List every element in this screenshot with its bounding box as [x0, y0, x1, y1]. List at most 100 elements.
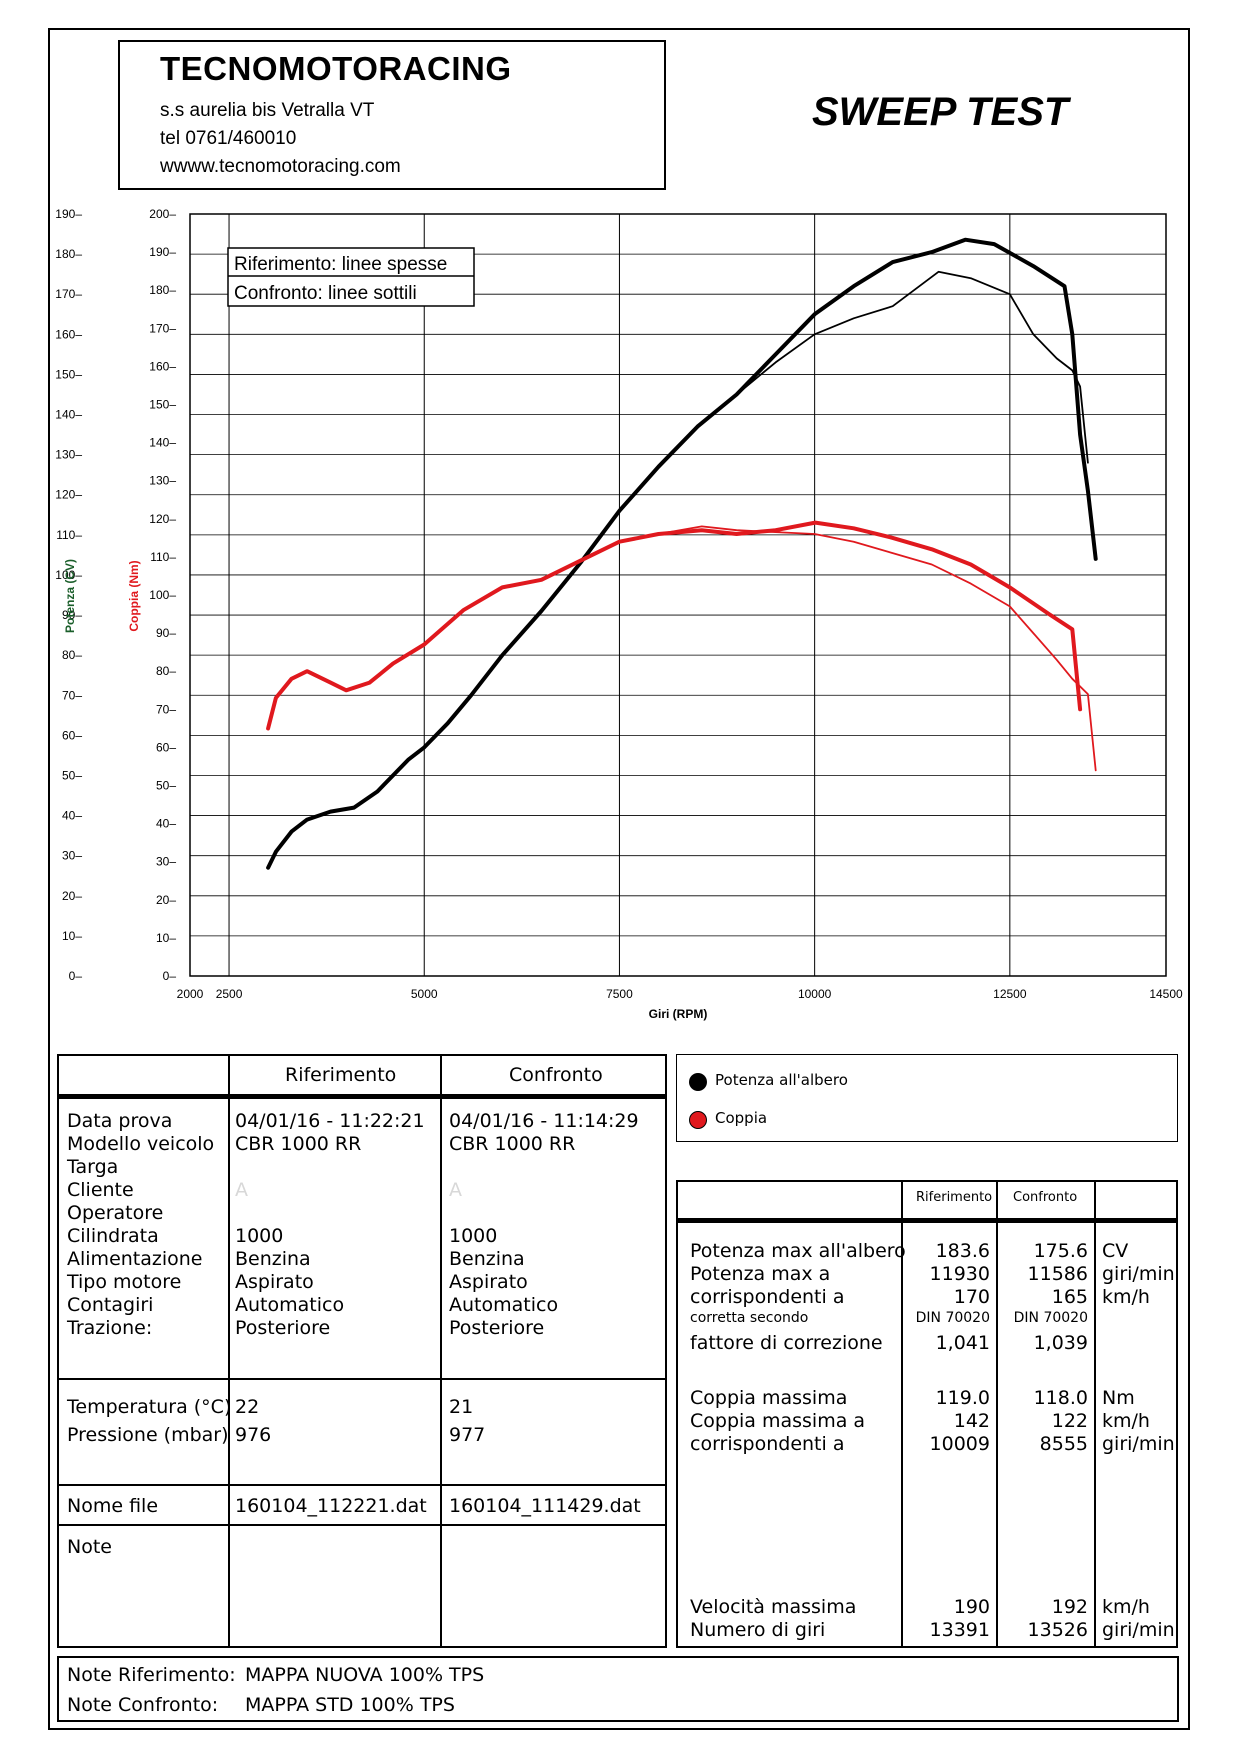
result-value-rif: 183.6 [935, 1240, 990, 1262]
info-value-conf: CBR 1000 RR [449, 1133, 576, 1155]
y-tick-label-power: 30– [62, 849, 82, 863]
result-value-rif: 119.0 [935, 1387, 990, 1409]
result-value-conf: DIN 70020 [1013, 1310, 1088, 1326]
note-rif-label: Note Riferimento: [67, 1664, 236, 1686]
info-value-rif: 04/01/16 - 11:22:21 [235, 1110, 425, 1132]
y-tick-label-torque: 10– [156, 931, 176, 945]
y-tick-label-torque: 50– [156, 779, 176, 793]
info-label: Modello veicolo [67, 1133, 215, 1155]
pressure-rif: 976 [235, 1424, 272, 1446]
x-tick-label: 12500 [993, 987, 1027, 1001]
x-tick-label: 5000 [411, 987, 438, 1001]
y-tick-label-torque: 130– [149, 474, 176, 488]
result-label: corretta secondo [690, 1310, 809, 1326]
y-tick-label-torque: 40– [156, 817, 176, 831]
result-value-rif: 142 [953, 1410, 990, 1432]
result-unit: CV [1102, 1240, 1129, 1262]
company-header: TECNOMOTORACING s.s aurelia bis Vetralla… [118, 40, 666, 190]
page-title: SWEEP TEST [812, 90, 1069, 134]
legend-reference-label: Riferimento: linee spesse [234, 254, 447, 275]
x-tick-label: 2000 [177, 987, 204, 1001]
info-value-conf: A [449, 1179, 462, 1201]
result-label: fattore di correzione [690, 1332, 883, 1354]
result-value-rif: 170 [953, 1286, 990, 1308]
result-value-rif: 1,041 [935, 1332, 990, 1354]
info-value-conf: 1000 [449, 1225, 498, 1247]
info-value-conf: Automatico [449, 1294, 559, 1316]
result-value-rif: 10009 [929, 1433, 990, 1455]
note-label: Note [67, 1536, 112, 1558]
power-line-comparison [267, 270, 1089, 869]
y-tick-label-power: 50– [62, 768, 82, 782]
y-tick-label-power: 0– [69, 969, 83, 983]
result-unit: giri/min [1102, 1433, 1175, 1455]
info-label: Operatore [67, 1202, 164, 1224]
company-name: TECNOMOTORACING [160, 50, 512, 87]
dyno-chart: 0– 10– 20– 30– 40– 50– 60– 70– 80– 90– 100– 110– 120… [55, 207, 1183, 1021]
temperature-conf: 21 [449, 1396, 474, 1418]
power-legend-label: Potenza all'albero [715, 1071, 848, 1089]
filename-rif: 160104_112221.dat [235, 1495, 427, 1517]
y-tick-label-torque: 0– [163, 969, 177, 983]
y-tick-label-power: 40– [62, 809, 82, 823]
torque-legend-dot [689, 1111, 707, 1129]
result-label: Velocità massima [690, 1596, 857, 1618]
y-tick-label-torque: 110– [150, 550, 176, 564]
note-conf-label: Note Confronto: [67, 1694, 219, 1716]
torque-line-reference [266, 520, 1083, 731]
info-value-conf: Aspirato [449, 1271, 528, 1293]
y-tick-label-torque: 100– [149, 588, 176, 602]
results-table: Riferimento Confronto Potenza max all'al… [676, 1180, 1178, 1648]
col-header-reference: Riferimento [285, 1064, 397, 1086]
y-tick-label-torque: 170– [149, 321, 176, 335]
y-tick-label-power: 60– [62, 728, 82, 742]
info-label: Tipo motore [67, 1271, 182, 1293]
result-value-conf: 122 [1051, 1410, 1088, 1432]
y-tick-label-torque: 80– [156, 664, 176, 678]
y-tick-label-power: 20– [62, 889, 82, 903]
result-label: Coppia massima a [690, 1410, 866, 1432]
info-value-rif: Aspirato [235, 1271, 314, 1293]
info-value-rif: 1000 [235, 1225, 284, 1247]
info-value-conf: 04/01/16 - 11:14:29 [449, 1110, 639, 1132]
note-conf-value: MAPPA STD 100% TPS [245, 1694, 455, 1716]
result-value-conf: 192 [1051, 1596, 1088, 1618]
company-website: wwww.tecnomotoracing.com [160, 156, 401, 177]
x-tick-label: 14500 [1149, 987, 1183, 1001]
y-tick-label-power: 170– [55, 287, 82, 301]
y-tick-label-power: 10– [62, 929, 82, 943]
note-rif-value: MAPPA NUOVA 100% TPS [245, 1664, 485, 1686]
pressure-conf: 977 [449, 1424, 486, 1446]
y-tick-label-torque: 70– [156, 702, 176, 716]
results-header-reference: Riferimento [916, 1190, 993, 1205]
result-label: corrispondenti a [690, 1286, 845, 1308]
info-value-rif: Automatico [235, 1294, 345, 1316]
result-value-rif: 13391 [929, 1619, 990, 1641]
y-tick-label-power: 110– [56, 528, 82, 542]
y-tick-label-power: 120– [55, 488, 82, 502]
result-unit: Nm [1102, 1387, 1135, 1409]
info-value-rif: A [235, 1179, 248, 1201]
pressure-label: Pressione (mbar) [67, 1424, 229, 1446]
result-value-conf: 165 [1051, 1286, 1088, 1308]
y-tick-label-power: 90– [62, 608, 82, 622]
result-value-conf: 175.6 [1033, 1240, 1088, 1262]
result-value-conf: 8555 [1039, 1433, 1088, 1455]
info-label: Contagiri [67, 1294, 154, 1316]
temperature-label: Temperatura (°C) [67, 1396, 232, 1418]
test-info-table: Riferimento Confronto Data prova 04/01/16… [57, 1054, 667, 1648]
y-tick-label-power: 140– [55, 408, 82, 422]
torque-line-comparison [267, 525, 1097, 772]
info-value-rif: CBR 1000 RR [235, 1133, 362, 1155]
result-unit: km/h [1102, 1596, 1150, 1618]
result-value-conf: 13526 [1027, 1619, 1088, 1641]
filename-conf: 160104_111429.dat [449, 1495, 641, 1517]
y-tick-label-power: 100– [55, 568, 82, 582]
y-tick-label-power: 130– [55, 448, 82, 462]
col-header-comparison: Confronto [509, 1064, 603, 1086]
result-label: Numero di giri [690, 1619, 826, 1641]
temperature-rif: 22 [235, 1396, 260, 1418]
y-tick-label-torque: 180– [149, 283, 176, 297]
y-tick-label-torque: 160– [149, 359, 176, 373]
company-phone: tel 0761/460010 [160, 128, 297, 149]
